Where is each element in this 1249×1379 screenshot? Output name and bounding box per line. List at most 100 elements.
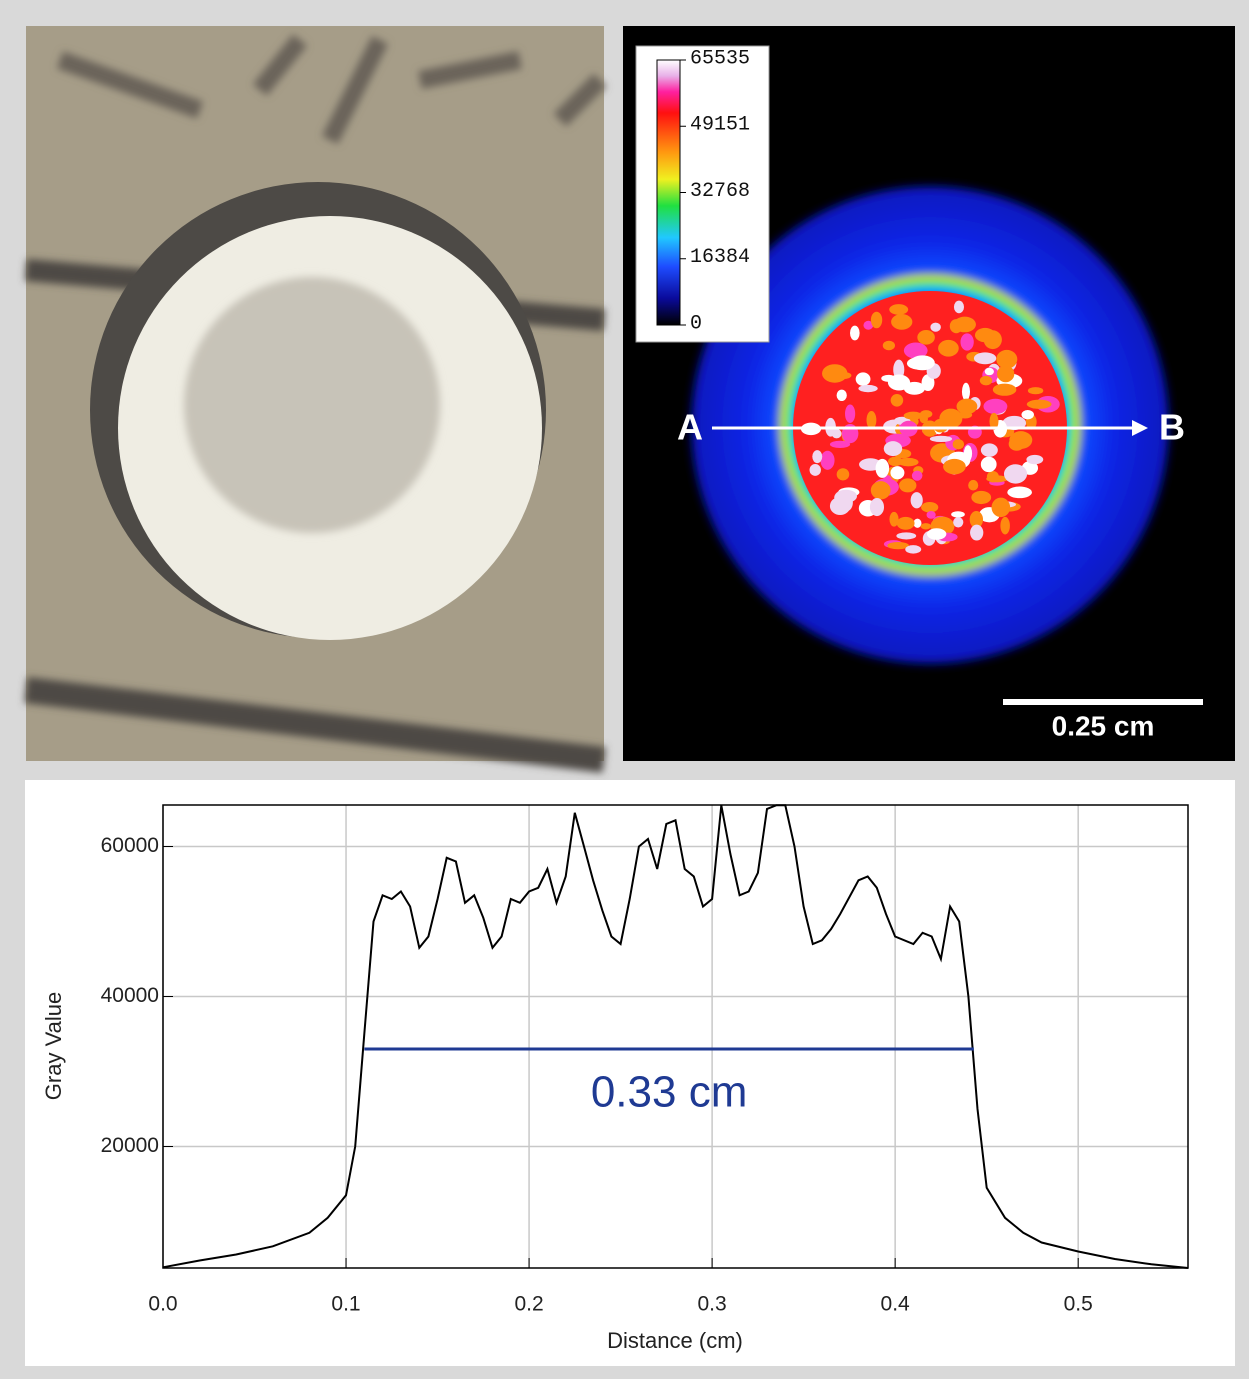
- scale-bar-label: 0.25 cm: [1052, 710, 1155, 741]
- speckle-blob: [974, 327, 996, 343]
- speckle-blob: [997, 365, 1015, 383]
- arrow-head: [1132, 420, 1148, 436]
- speckle-blob: [1000, 516, 1010, 535]
- x-tick-label: 0.2: [514, 1293, 543, 1316]
- speckle-blob: [921, 501, 939, 513]
- speckle-blob: [1007, 486, 1032, 499]
- speckle-blob: [968, 479, 979, 491]
- speckle-blob: [1021, 409, 1034, 420]
- speckle-blob: [960, 333, 974, 351]
- speckle-blob: [850, 325, 860, 341]
- speckle-blob: [933, 418, 949, 433]
- image-panel: A B 0.25 cm 0 16384 32768 49151 65535: [623, 26, 1235, 761]
- speckle-blob: [953, 517, 964, 528]
- speckle-blob: [883, 441, 903, 457]
- speckle-blob: [906, 357, 933, 370]
- speckle-blob: [869, 497, 885, 517]
- speckle-blob: [926, 528, 947, 540]
- speckle-blob: [905, 545, 922, 554]
- speckle-blob: [822, 364, 848, 383]
- plot-frame: [162, 804, 1189, 1269]
- speckle-blob: [956, 398, 978, 415]
- speckle-blob: [996, 349, 1018, 369]
- speckle-blob: [903, 381, 926, 395]
- speckle-blob: [903, 411, 923, 420]
- speckle-blob: [911, 470, 923, 481]
- speckle-blob: [970, 524, 984, 541]
- x-tick-label: 0.1: [331, 1293, 360, 1316]
- x-tick-label: 0.0: [148, 1293, 177, 1316]
- speckle-blob: [882, 340, 895, 351]
- speckle-blob: [829, 440, 851, 449]
- speckle-blob: [809, 464, 821, 476]
- speckle-blob: [896, 516, 915, 530]
- speckle-blob: [891, 314, 913, 330]
- speckle-blob: [952, 439, 965, 450]
- colorbar: [656, 59, 681, 326]
- speckle-blob: [921, 374, 935, 392]
- point-label: B: [1159, 407, 1185, 448]
- x-tick-label: 0.3: [698, 1293, 727, 1316]
- colorbar-tick-label: 49151: [690, 114, 750, 137]
- speckle-blob: [969, 510, 984, 529]
- speckle-blob: [953, 300, 965, 314]
- speckle-blob: [899, 478, 917, 493]
- speckle-blob: [858, 384, 878, 393]
- speckle-blob: [863, 320, 874, 330]
- y-tick-label: 40000: [101, 984, 159, 1007]
- speckle-blob: [973, 352, 997, 365]
- speckle-blob: [893, 359, 905, 380]
- speckle-blob: [836, 389, 847, 402]
- handwriting: [56, 34, 607, 145]
- speckle-blob: [986, 475, 1008, 483]
- speckle-blob: [961, 382, 971, 401]
- photo-panel: [24, 26, 607, 773]
- speckle-blob: [983, 398, 1008, 415]
- speckle-blob: [991, 497, 1011, 518]
- colorbar-tick-label: 32768: [690, 180, 750, 203]
- speckle-blob: [1008, 437, 1025, 451]
- speckle-blob: [1026, 399, 1052, 409]
- speckle-blob: [866, 410, 877, 430]
- y-axis-label: Gray Value: [41, 992, 66, 1100]
- speckle-blob: [980, 443, 998, 457]
- speckle-blob: [971, 490, 992, 505]
- speckle-blob: [820, 450, 835, 470]
- speckle-blob: [855, 372, 871, 386]
- speckle-blob: [889, 304, 909, 315]
- speckle-blob: [929, 435, 953, 443]
- speckle-blob: [875, 458, 890, 478]
- speckle-blob: [920, 523, 932, 530]
- speckle-blob: [984, 367, 994, 376]
- speckle-blob: [845, 404, 856, 424]
- photo-lines: [24, 34, 607, 773]
- speckle-blob: [870, 481, 891, 500]
- speckle-blob: [841, 493, 853, 511]
- y-tick-label: 60000: [101, 834, 159, 857]
- colorbar-tick-label: 0: [690, 312, 702, 335]
- speckle-blob: [836, 468, 850, 481]
- speckle-blob: [913, 518, 922, 528]
- x-tick-label: 0.4: [881, 1293, 911, 1316]
- speckle-blob: [896, 532, 917, 540]
- speckle-blob: [870, 311, 883, 329]
- signal-speckle: [800, 300, 1060, 554]
- x-tick-label: 0.5: [1064, 1293, 1093, 1316]
- speckle-blob: [926, 510, 936, 519]
- speckle-blob: [989, 412, 999, 430]
- colorbar-tick-label: 16384: [690, 246, 750, 269]
- profile-line: [162, 804, 1189, 1269]
- speckle-blob: [903, 342, 928, 359]
- speckle-blob: [1027, 387, 1044, 395]
- speckle-blob: [979, 375, 993, 386]
- point-label: A: [677, 407, 703, 448]
- speckle-blob: [943, 458, 966, 475]
- speckle-blob: [812, 450, 823, 464]
- speckle-blob: [953, 316, 976, 333]
- speckle-blob: [889, 511, 899, 527]
- speckle-blob: [938, 339, 959, 357]
- x-axis-label: Distance (cm): [607, 1328, 743, 1353]
- paper-line: [24, 677, 606, 773]
